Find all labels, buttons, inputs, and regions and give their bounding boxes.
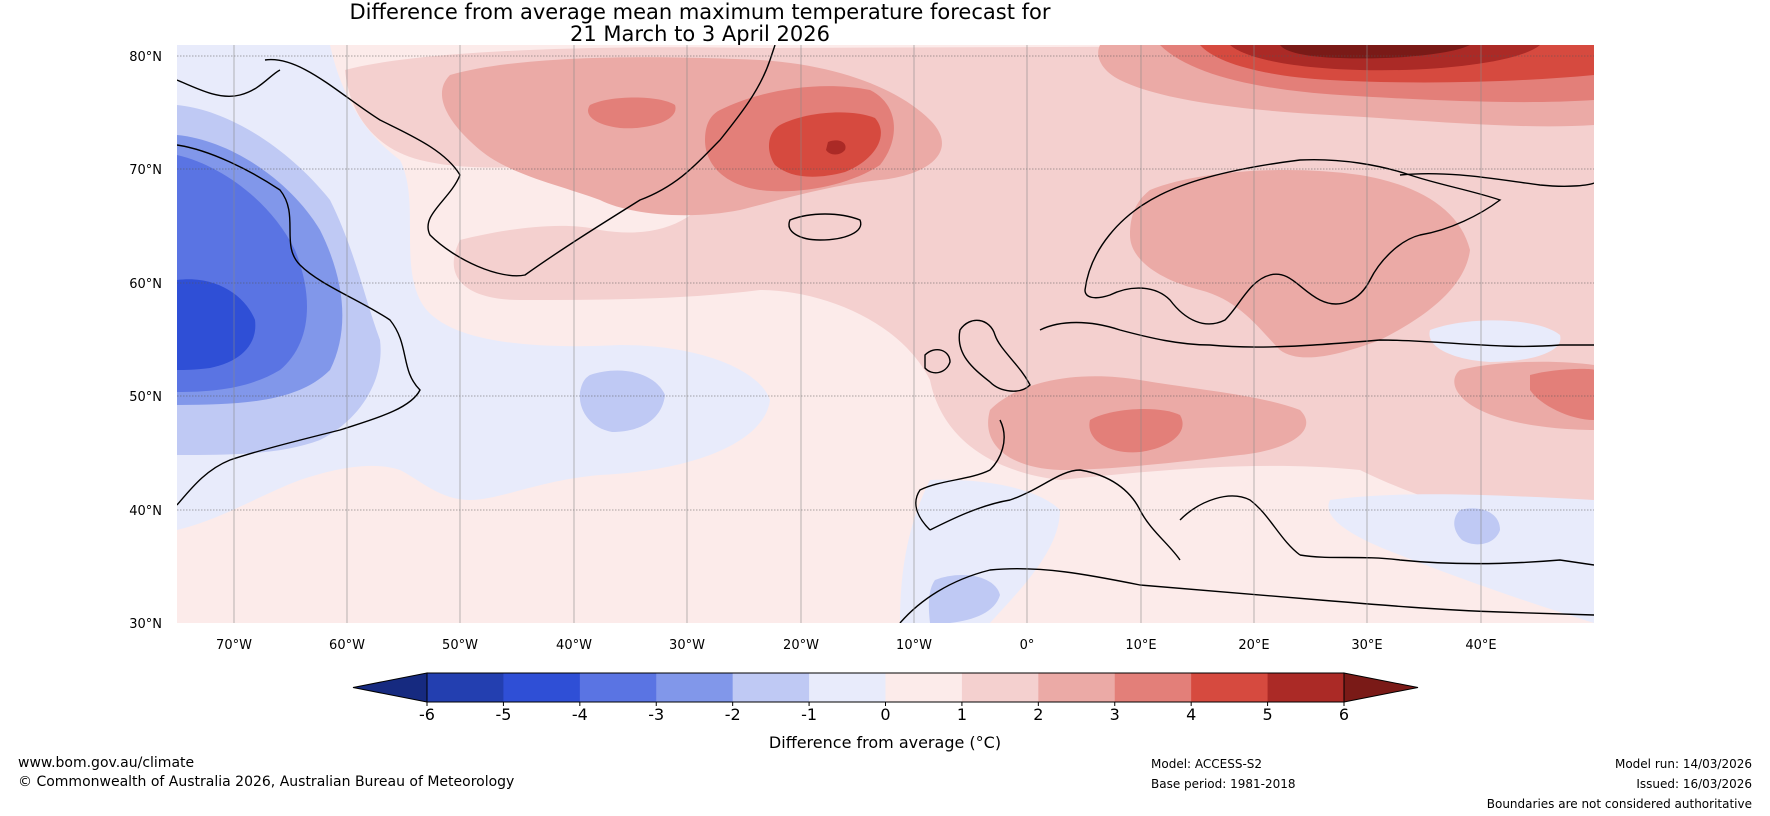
greenland-coast [264,45,776,277]
colorbar-swatch [961,673,1039,702]
footer-model: Model: ACCESS-S2 [1151,757,1263,771]
colorbar-extend-min [352,672,428,703]
lon-label-30w: 30°W [669,638,705,653]
colorbar-swatch [579,673,657,702]
colorbar-swatch [809,673,886,702]
lon-label-20w: 20°W [783,638,819,653]
anomaly-field [177,45,1594,623]
colorbar-tick-label: -6 [419,705,435,724]
title-line-2: 21 March to 3 April 2026 [570,22,830,46]
lat-label-60: 60°N [129,277,162,292]
north-africa-coast [899,568,1594,623]
lat-label-30: 30°N [129,617,162,632]
warm-5to6-greenland-sea-core [826,140,846,155]
coastlines [177,45,1594,623]
cold-4to-5-labrador [177,279,256,370]
gridlines [177,55,1594,511]
colorbar-swatch [503,673,581,702]
lat-label-40: 40°N [129,504,162,519]
map-panel [177,45,1594,623]
colorbar-swatch [885,673,963,702]
lon-label-50w: 50°W [442,638,478,653]
cold-1to-2-mid-atlantic [579,370,665,432]
lon-label-20e: 20°E [1238,638,1269,653]
colorbar-tick-label: -4 [572,705,588,724]
lon-label-0: 0° [1020,638,1035,653]
title-line-1: Difference from average mean maximum tem… [349,0,1051,24]
colorbar: -6 -5 -4 -3 -2 -1 0 1 2 3 4 5 6 Difference from aver… [352,672,1419,752]
colorbar-tick-label: 3 [1110,705,1120,724]
russia-north-coast [1399,172,1594,187]
lat-label-80: 80°N [129,50,162,65]
cold-1to-2-turkey [1454,508,1500,545]
colorbar-tick-label: 0 [880,705,890,724]
lat-label-70: 70°N [129,163,162,178]
colorbar-tick-label: -3 [648,705,664,724]
colorbar-swatch [656,673,734,702]
warm-2to3-scandinavia [1130,170,1470,358]
colorbar-swatches [352,672,1419,703]
colorbar-tick-label: -1 [801,705,817,724]
colorbar-tick-label: 6 [1339,705,1349,724]
british-isles-coast [924,319,1031,392]
colorbar-swatch [732,673,810,702]
warm-4to5-greenland-sea [768,112,881,177]
colorbar-tick-label: 2 [1033,705,1043,724]
lat-label-50: 50°N [129,390,162,405]
footer-issued: Issued: 16/03/2026 [1636,777,1752,791]
colorbar-tick-label: 1 [957,705,967,724]
colorbar-swatch [1267,673,1345,702]
latitude-labels: 80°N 70°N 60°N 50°N 40°N 30°N [129,50,162,632]
longitude-labels: 70°W 60°W 50°W 40°W 30°W 20°W 10°W 0° 10… [216,638,1497,653]
colorbar-swatch [1191,673,1269,702]
lon-label-30e: 30°E [1351,638,1382,653]
colorbar-swatch [1114,673,1192,702]
lon-label-70w: 70°W [216,638,252,653]
colorbar-labels: -6 -5 -4 -3 -2 -1 0 1 2 3 4 5 6 [419,702,1349,724]
warm-3to4-alps [1089,408,1183,453]
lon-label-40e: 40°E [1465,638,1496,653]
baffin-coast [177,69,281,97]
europe-mainland-coast [915,321,1594,566]
warm-6plus-barents-core [1280,45,1470,59]
labrador-coast [177,144,421,506]
colorbar-extend-max [1343,672,1419,703]
lon-label-10e: 10°E [1125,638,1156,653]
footer-disclaimer: Boundaries are not considered authoritat… [1486,797,1752,811]
colorbar-tick-label: -2 [725,705,741,724]
lon-label-40w: 40°W [556,638,592,653]
colorbar-tick-label: -5 [495,705,511,724]
footer-base-period: Base period: 1981-2018 [1151,777,1296,791]
footer-model-run: Model run: 14/03/2026 [1614,757,1752,771]
warm-3to4-labrador-sea-patch [588,97,676,129]
footer-website[interactable]: www.bom.gov.au/climate [18,755,195,771]
lon-label-10w: 10°W [896,638,932,653]
colorbar-tick-label: 4 [1186,705,1196,724]
cold-0to-1-turkey [1328,494,1594,623]
footer-copyright: © Commonwealth of Australia 2026, Austra… [18,774,515,790]
colorbar-swatch [427,673,504,702]
cold-0to-1-ukraine [1429,320,1561,362]
colorbar-title: Difference from average (°C) [769,733,1001,752]
lon-label-60w: 60°W [329,638,365,653]
meridians [233,45,1482,623]
iceland-coast [788,213,862,241]
colorbar-tick-label: 5 [1262,705,1272,724]
scandinavia-coast [1084,158,1502,325]
colorbar-swatch [1038,673,1116,702]
warm-3to4-russia [1530,368,1594,420]
